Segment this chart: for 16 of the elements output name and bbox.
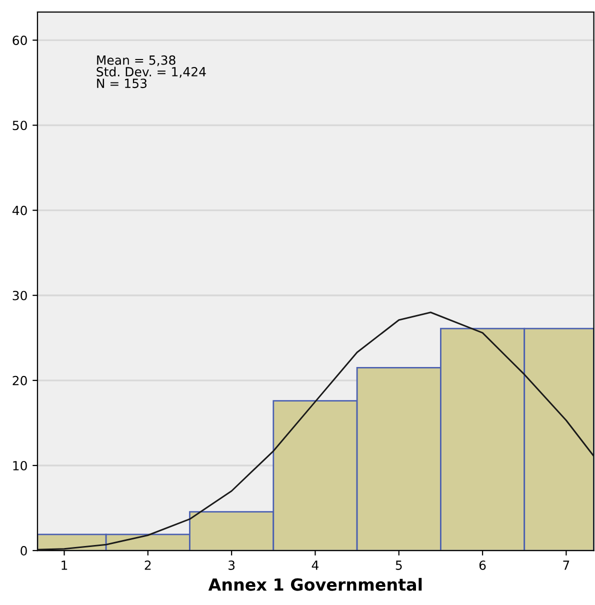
x-tick-label: 5: [396, 560, 402, 570]
y-tick-label: 60: [12, 36, 27, 46]
y-tick-label: 30: [12, 290, 27, 300]
y-tick-label: 20: [12, 376, 27, 386]
x-tick-label: 7: [563, 560, 570, 570]
y-tick-label: 0: [20, 546, 27, 556]
x-axis-title: Annex 1 Governmental: [208, 578, 422, 591]
y-tick-label: 40: [12, 206, 27, 216]
x-tick-label: 2: [144, 560, 151, 570]
annotation: Mean = 5,38 Std. Dev. = 1,424 N = 153: [96, 55, 206, 88]
y-tick-label: 10: [13, 460, 27, 470]
x-tick-label: 3: [228, 560, 235, 570]
x-tick-label: 6: [479, 560, 486, 570]
x-tick-label: 1: [62, 560, 68, 570]
x-tick-label: 4: [312, 560, 319, 570]
y-tick-label: 50: [12, 120, 27, 130]
